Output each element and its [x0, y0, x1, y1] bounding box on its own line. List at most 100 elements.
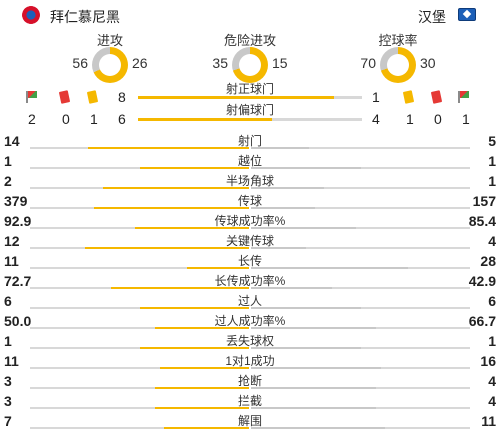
donut-away-value: 30: [420, 55, 436, 71]
donut-title: 进攻: [96, 33, 123, 48]
stat-row: 2 半场角球 1: [0, 172, 500, 190]
stat-label: 半场角球: [225, 174, 274, 188]
home-yellow-cards: 1: [90, 111, 98, 127]
stat-away-value: 157: [472, 193, 496, 209]
stat-home-value: 14: [4, 133, 20, 149]
stat-row: 3 抢断 4: [0, 372, 500, 390]
stat-away-bar: [251, 347, 361, 349]
yellow-card-icon: [402, 90, 415, 104]
stat-home-bar: [155, 387, 249, 389]
stat-away-track: [251, 167, 470, 169]
home-red-cards: 0: [62, 111, 70, 127]
donut-title: 控球率: [378, 33, 418, 48]
shots-off-target-label: 射偏球门: [225, 103, 274, 117]
stat-away-track: [251, 247, 470, 249]
shots-on-target-label: 射正球门: [225, 82, 274, 96]
stat-label: 长传: [237, 254, 262, 268]
stat-away-value: 1: [488, 153, 496, 169]
stat-home-track: [30, 247, 249, 249]
stat-away-value: 5: [488, 133, 496, 149]
donut-away-value: 26: [132, 55, 148, 71]
stat-row: 11 长传 28: [0, 252, 500, 270]
stat-away-track: [251, 187, 470, 189]
stat-away-track: [251, 407, 470, 409]
stat-row: 3 拦截 4: [0, 392, 500, 410]
stat-home-value: 11: [4, 353, 19, 369]
donut-attack: 进攻 56 26: [40, 30, 180, 83]
donut-ring: [232, 47, 268, 83]
stat-away-track: [251, 227, 470, 229]
stat-row: 7 解围 11: [0, 412, 500, 430]
stat-away-bar: [251, 387, 377, 389]
donut-ring: [92, 47, 128, 83]
stat-away-value: 4: [488, 233, 496, 249]
stat-home-value: 50.0: [4, 313, 32, 329]
stat-home-track: [30, 267, 249, 269]
stat-away-bar: [251, 367, 381, 369]
stat-home-value: 72.7: [4, 273, 32, 289]
stat-home-value: 92.9: [4, 213, 32, 229]
stat-home-bar: [94, 207, 249, 209]
stat-away-value: 28: [480, 253, 496, 269]
stat-away-bar: [251, 287, 333, 289]
stat-away-bar: [251, 327, 377, 329]
stat-home-value: 3: [4, 393, 12, 409]
stat-home-track: [30, 167, 249, 169]
stat-away-bar: [251, 307, 361, 309]
stat-label: 射门: [237, 134, 262, 148]
stat-home-bar: [111, 287, 249, 289]
away-shots-off-target: 4: [372, 111, 380, 127]
stat-away-track: [251, 307, 470, 309]
stat-home-value: 2: [4, 173, 12, 189]
stat-home-bar: [139, 307, 249, 309]
stat-away-bar: [251, 187, 324, 189]
stat-away-value: 11: [481, 413, 496, 429]
stat-home-bar: [134, 227, 249, 229]
away-shots-on-target: 1: [372, 89, 380, 105]
stat-away-bar: [251, 227, 356, 229]
home-corners: 2: [28, 111, 36, 127]
stat-home-track: [30, 427, 249, 429]
stat-home-value: 12: [4, 233, 20, 249]
stat-away-track: [251, 287, 470, 289]
stat-row: 1 越位 1: [0, 152, 500, 170]
shots-on-target-home-bar: [138, 96, 334, 99]
stat-home-value: 7: [4, 413, 12, 429]
stat-away-bar: [251, 147, 309, 149]
home-team-name: 拜仁慕尼黑: [50, 9, 120, 25]
stat-home-bar: [103, 187, 249, 189]
stat-away-track: [251, 347, 470, 349]
stat-label: 解围: [237, 414, 262, 428]
stat-away-value: 85.4: [468, 213, 496, 229]
stat-home-bar: [155, 327, 249, 329]
stat-label: 过人成功率%: [214, 314, 286, 328]
stat-away-track: [251, 327, 470, 329]
stat-away-bar: [251, 267, 409, 269]
donut-title: 危险进攻: [223, 33, 276, 48]
stat-away-value: 66.7: [468, 313, 496, 329]
stat-label: 1对1成功: [225, 354, 275, 368]
away-red-cards: 0: [434, 111, 442, 127]
red-card-icon: [430, 90, 443, 104]
stat-row: 379 传球 157: [0, 192, 500, 210]
stat-home-track: [30, 407, 249, 409]
stat-home-track: [30, 207, 249, 209]
stat-row: 1 丢失球权 1: [0, 332, 500, 350]
away-yellow-cards: 1: [406, 111, 414, 127]
stat-away-bar: [251, 207, 316, 209]
stat-label: 长传成功率%: [214, 274, 286, 288]
match-header: 拜仁慕尼黑 汉堡: [0, 0, 500, 30]
stat-away-track: [251, 267, 470, 269]
stat-home-bar: [155, 407, 249, 409]
stat-away-track: [251, 427, 470, 429]
stat-away-value: 1: [488, 333, 496, 349]
stat-home-value: 1: [4, 153, 12, 169]
stat-away-value: 1: [488, 173, 496, 189]
stat-home-bar: [159, 367, 249, 369]
home-shots-on-target: 8: [118, 89, 126, 105]
stat-label: 抢断: [237, 374, 262, 388]
stat-label: 传球: [237, 194, 262, 208]
stat-label: 越位: [237, 154, 262, 168]
stat-away-value: 6: [488, 293, 496, 309]
donut-home-value: 56: [72, 55, 88, 71]
